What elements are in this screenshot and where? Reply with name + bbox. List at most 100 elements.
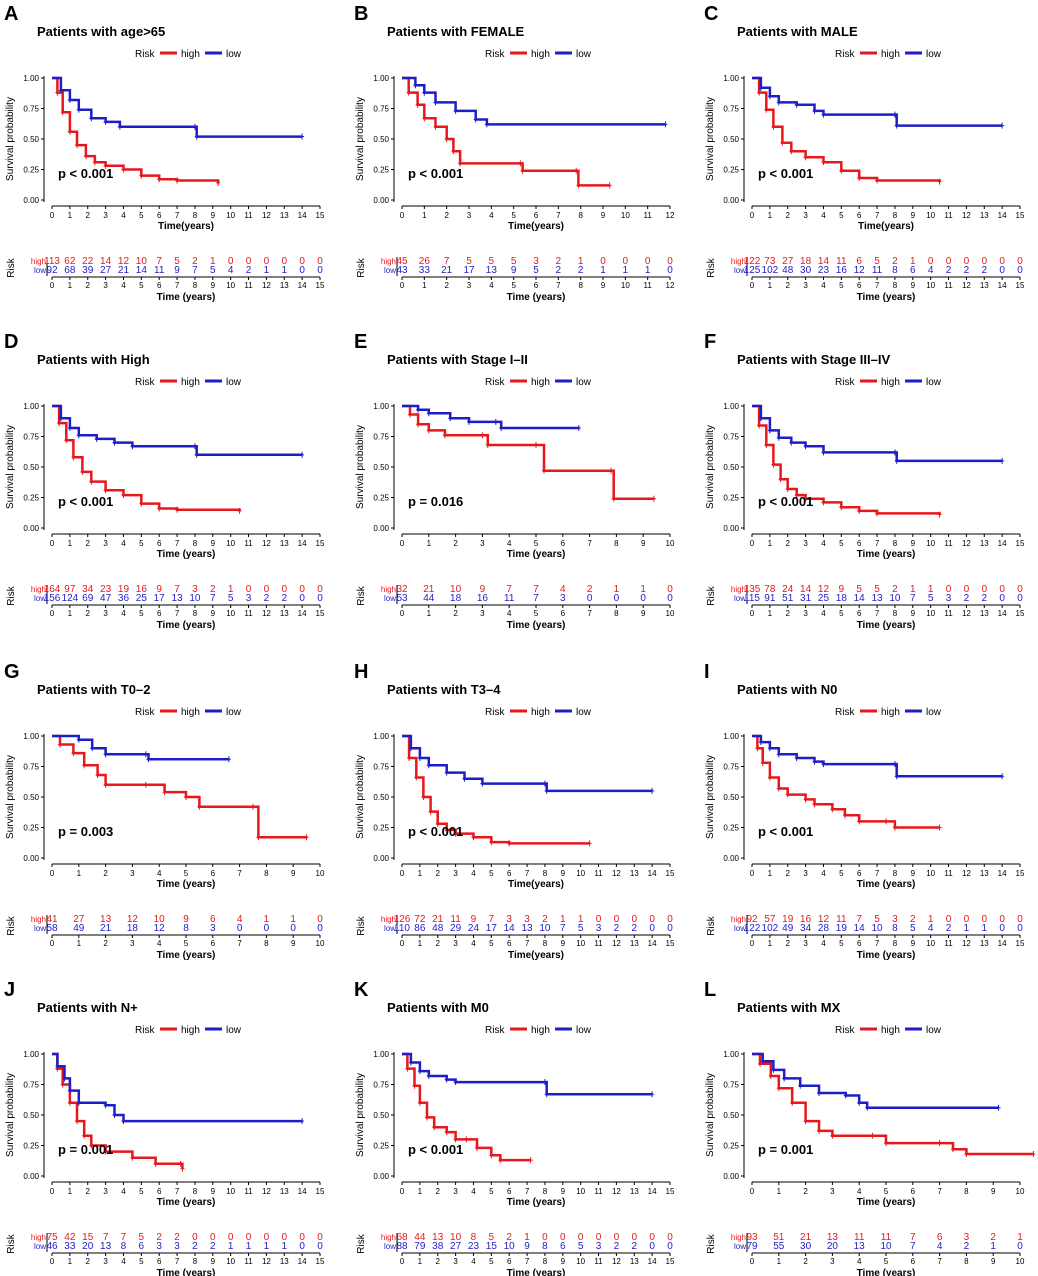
risk-count-low: 1 — [264, 1241, 270, 1252]
risk-x-tick-label: 0 — [750, 1257, 755, 1266]
risk-x-axis-label: Time (years) — [857, 620, 916, 631]
y-tick-label: 1.00 — [23, 1050, 39, 1059]
panel-letter: J — [4, 979, 15, 1001]
panel-title: Patients with T0–2 — [37, 682, 150, 697]
risk-count-low: 5 — [228, 593, 234, 604]
risk-x-tick-label: 10 — [926, 609, 935, 618]
risk-count-high: 3 — [964, 1232, 970, 1243]
risk-x-tick-label: 2 — [786, 609, 791, 618]
risk-count-high: 0 — [614, 1232, 620, 1243]
x-tick-label: 8 — [193, 1187, 198, 1196]
risk-count-low: 9 — [511, 265, 517, 276]
x-tick-label: 7 — [175, 539, 180, 548]
x-tick-label: 10 — [666, 539, 675, 548]
risk-count-high: 3 — [533, 256, 539, 267]
risk-count-low: 17 — [486, 923, 498, 934]
risk-count-low: 2 — [631, 1241, 637, 1252]
y-tick-label: 0.50 — [23, 463, 39, 472]
risk-x-tick-label: 3 — [803, 609, 808, 618]
risk-x-tick-label: 11 — [644, 281, 653, 290]
risk-x-tick-label: 6 — [561, 609, 566, 618]
risk-x-tick-label: 9 — [561, 1257, 566, 1266]
risk-count-low: 47 — [100, 593, 112, 604]
risk-count-low: 69 — [82, 593, 94, 604]
risk-count-low: 10 — [880, 1241, 892, 1252]
x-axis-label: Time(years) — [508, 879, 564, 890]
risk-x-tick-label: 8 — [893, 609, 898, 618]
x-tick-label: 5 — [839, 869, 844, 878]
risk-count-low: 17 — [154, 593, 166, 604]
risk-row-label-high: high — [731, 915, 746, 924]
risk-count-low: 115 — [744, 593, 760, 604]
risk-x-tick-label: 10 — [576, 939, 585, 948]
y-tick-label: 0.25 — [373, 494, 389, 503]
panel-letter: K — [354, 979, 369, 1001]
risk-count-high: 3 — [506, 914, 512, 925]
y-axis-label: Survival probability — [705, 425, 716, 509]
x-tick-label: 2 — [86, 539, 91, 548]
risk-count-low: 0 — [264, 923, 270, 934]
risk-x-tick-label: 1 — [777, 1257, 782, 1266]
x-tick-label: 1 — [427, 539, 432, 548]
risk-count-high: 0 — [981, 914, 987, 925]
risk-count-low: 20 — [827, 1241, 839, 1252]
risk-x-tick-label: 14 — [298, 281, 307, 290]
risk-count-low: 124 — [62, 593, 79, 604]
risk-count-high: 0 — [560, 1232, 566, 1243]
x-tick-label: 3 — [803, 539, 808, 548]
risk-x-tick-label: 4 — [821, 609, 826, 618]
risk-count-low: 53 — [396, 593, 408, 604]
risk-count-high: 27 — [782, 256, 794, 267]
risk-count-low: 79 — [414, 1241, 426, 1252]
risk-count-high: 0 — [928, 256, 934, 267]
panel-title: Patients with N+ — [37, 1000, 138, 1015]
x-tick-label: 11 — [244, 1187, 253, 1196]
x-tick-label: 1 — [768, 869, 773, 878]
x-tick-label: 2 — [86, 211, 91, 220]
x-tick-label: 9 — [561, 869, 566, 878]
risk-count-low: 2 — [614, 923, 620, 934]
panel-letter: C — [704, 3, 718, 25]
risk-count-high: 16 — [800, 914, 812, 925]
x-tick-label: 12 — [962, 869, 971, 878]
x-tick-label: 12 — [962, 539, 971, 548]
p-value: p < 0.001 — [408, 166, 463, 181]
x-tick-label: 4 — [121, 211, 126, 220]
risk-count-high: 0 — [299, 256, 305, 267]
x-tick-label: 9 — [211, 539, 216, 548]
risk-x-tick-label: 7 — [875, 939, 880, 948]
risk-count-high: 2 — [506, 1232, 512, 1243]
risk-count-high: 0 — [542, 1232, 548, 1243]
x-tick-label: 3 — [103, 539, 108, 548]
risk-count-high: 7 — [174, 584, 180, 595]
y-tick-label: 0.75 — [23, 1081, 39, 1090]
risk-count-low: 0 — [317, 923, 323, 934]
y-tick-label: 0.25 — [23, 166, 39, 175]
legend-high-label: high — [531, 707, 550, 718]
x-tick-label: 10 — [226, 1187, 235, 1196]
x-tick-label: 5 — [511, 211, 516, 220]
y-tick-label: 1.00 — [373, 1050, 389, 1059]
risk-count-low: 10 — [539, 923, 551, 934]
risk-x-tick-label: 13 — [980, 939, 989, 948]
x-tick-label: 7 — [875, 869, 880, 878]
risk-count-high: 3 — [192, 584, 198, 595]
x-tick-label: 15 — [666, 1187, 675, 1196]
risk-row-label-high: high — [31, 1233, 46, 1242]
risk-count-low: 25 — [818, 593, 830, 604]
risk-x-tick-label: 9 — [991, 1257, 996, 1266]
y-tick-label: 0.50 — [723, 463, 739, 472]
risk-count-high: 14 — [818, 256, 830, 267]
legend-low-label: low — [226, 1025, 242, 1036]
risk-count-low: 2 — [578, 265, 584, 276]
risk-count-low: 4 — [228, 265, 234, 276]
panel-letter: F — [704, 331, 716, 353]
risk-x-tick-label: 4 — [857, 1257, 862, 1266]
risk-x-tick-label: 13 — [280, 1257, 289, 1266]
y-tick-label: 1.00 — [723, 1050, 739, 1059]
risk-x-tick-label: 12 — [962, 609, 971, 618]
y-tick-label: 1.00 — [373, 74, 389, 83]
